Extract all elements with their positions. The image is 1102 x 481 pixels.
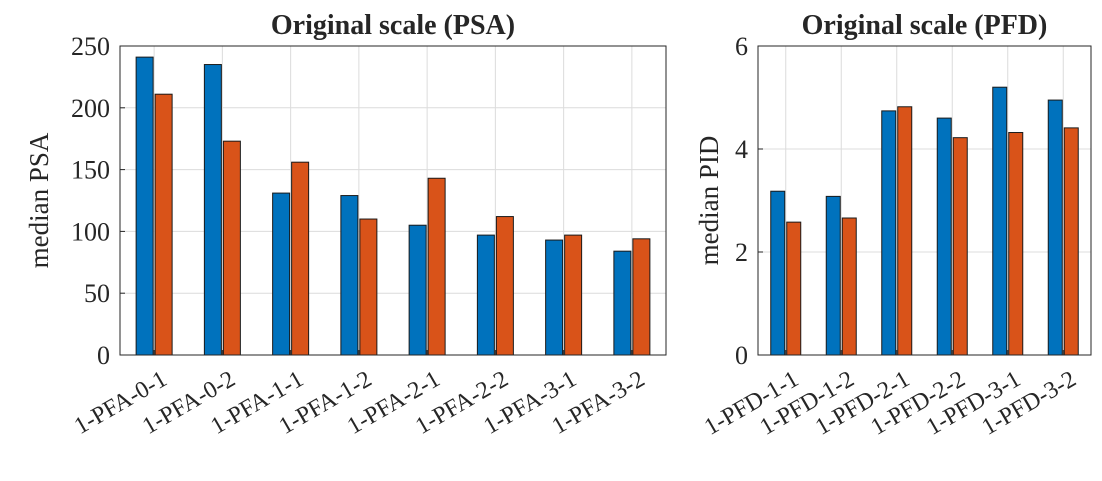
y-tick-label-psa: 150 xyxy=(71,156,110,185)
xticks-pfd: 1-PFD-1-11-PFD-1-21-PFD-2-11-PFD-2-21-PF… xyxy=(700,350,1081,441)
bar-pfd-s1-0 xyxy=(770,190,786,356)
y-tick-label-psa: 200 xyxy=(71,94,110,123)
chart-psa: 0 50 100 150 200 250 1-PFA-0-11-PFA-0-21-PFA-… xyxy=(24,10,667,440)
y-tick-label-psa: 250 xyxy=(71,32,110,61)
plot-frame-psa xyxy=(119,45,667,356)
bar-pfd-s2-0 xyxy=(786,221,802,356)
chart-pfd: 0 2 4 6 1-PFD-1-11-PFD-1-21-PFD-2-11-PFD-2-… xyxy=(694,10,1092,441)
plot-frame-pfd xyxy=(757,45,1092,356)
bar-pfd-s2-1 xyxy=(841,217,857,356)
bar-psa-s1-5 xyxy=(476,234,495,356)
bar-pfd-s1-1 xyxy=(825,195,841,356)
bar-psa-s2-5 xyxy=(495,216,514,356)
xticks-psa: 1-PFA-0-11-PFA-0-21-PFA-1-11-PFA-1-21-PF… xyxy=(70,350,649,440)
y-tick-label-pfd: 6 xyxy=(735,32,748,61)
bar-psa-s2-1 xyxy=(222,140,241,356)
bar-psa-s2-4 xyxy=(427,177,446,356)
bar-pfd-s1-4 xyxy=(992,86,1008,356)
bar-psa-s1-0 xyxy=(135,56,154,356)
bar-psa-s2-2 xyxy=(291,161,310,356)
yticks-psa: 0 50 100 150 200 250 xyxy=(71,32,125,370)
bar-psa-s1-3 xyxy=(340,195,359,356)
bar-psa-s1-2 xyxy=(272,192,291,356)
bar-pfd-s2-4 xyxy=(1008,132,1024,356)
bar-psa-s1-7 xyxy=(613,250,632,356)
bar-pfd-s1-3 xyxy=(936,117,952,356)
y-axis-label-pfd: median PID xyxy=(694,136,724,266)
y-tick-label-psa: 50 xyxy=(84,279,110,308)
bar-psa-s1-6 xyxy=(545,239,564,356)
bar-psa-s2-7 xyxy=(632,238,651,356)
bar-psa-s2-0 xyxy=(154,93,173,356)
bar-psa-s1-1 xyxy=(203,64,222,356)
y-axis-label-psa: median PSA xyxy=(24,132,54,268)
chart-title-psa: Original scale (PSA) xyxy=(271,10,515,41)
y-tick-label-psa: 100 xyxy=(71,217,110,246)
bar-pfd-s1-2 xyxy=(881,110,897,356)
bars-pfd xyxy=(770,86,1079,356)
bars-psa xyxy=(135,56,651,356)
bar-pfd-s1-5 xyxy=(1047,99,1063,356)
bar-pfd-s2-3 xyxy=(952,137,968,356)
bar-pfd-s2-2 xyxy=(897,106,913,356)
chart-title-pfd: Original scale (PFD) xyxy=(802,10,1048,41)
bar-psa-s2-3 xyxy=(359,218,378,356)
y-tick-label-pfd: 0 xyxy=(735,341,748,370)
bar-psa-s1-4 xyxy=(408,224,427,356)
grid-psa xyxy=(120,46,666,355)
bar-pfd-s2-5 xyxy=(1063,127,1079,356)
y-tick-label-psa: 0 xyxy=(97,341,110,370)
y-tick-label-pfd: 2 xyxy=(735,238,748,267)
bar-psa-s2-6 xyxy=(564,234,583,356)
yticks-pfd: 0 2 4 6 xyxy=(735,32,763,370)
grid-pfd xyxy=(758,46,1091,355)
y-tick-label-pfd: 4 xyxy=(735,135,748,164)
